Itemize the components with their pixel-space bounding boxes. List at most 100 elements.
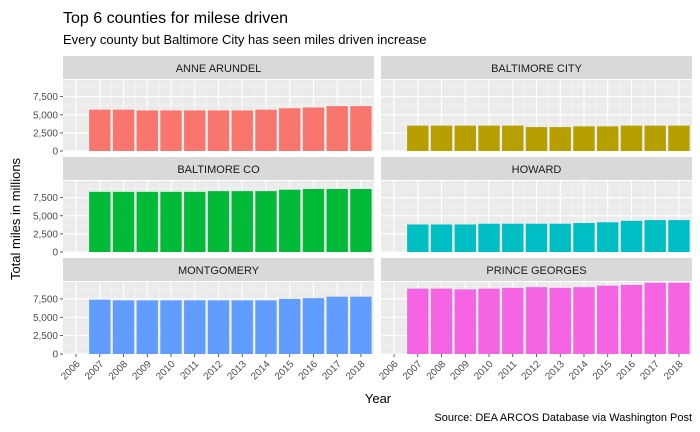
bar-anne-arundel-2013 (231, 110, 253, 151)
bar-prince-georges-2011 (502, 287, 524, 354)
x-tick-label: 2008 (107, 359, 131, 383)
strip-label: MONTGOMERY (178, 265, 260, 277)
bar-baltimore-co-2009 (136, 191, 158, 252)
bar-baltimore-city-2010 (478, 125, 500, 151)
bar-howard-2010 (478, 223, 500, 252)
x-tick-label: 2016 (297, 359, 321, 383)
bar-anne-arundel-2016 (302, 107, 325, 151)
bar-anne-arundel-2011 (184, 110, 206, 151)
bar-baltimore-city-2011 (502, 125, 524, 151)
y-tick-label: 5,000 (33, 211, 58, 222)
x-tick-label: 2008 (425, 359, 449, 383)
x-tick-label: 2010 (154, 359, 178, 383)
bar-prince-georges-2015 (597, 285, 619, 354)
y-tick-label: 0 (52, 350, 58, 361)
y-tick-label: 7,500 (33, 92, 58, 103)
bar-montgomery-2016 (302, 298, 325, 354)
bar-howard-2014 (573, 223, 595, 252)
x-tick-label: 2018 (344, 359, 368, 383)
bar-montgomery-2010 (160, 300, 182, 354)
bar-baltimore-city-2015 (597, 126, 619, 151)
bar-baltimore-city-2014 (573, 126, 595, 151)
bar-howard-2009 (454, 224, 476, 252)
strip-label: BALTIMORE CITY (491, 63, 583, 75)
x-tick-label: 2015 (591, 359, 615, 383)
bar-baltimore-co-2017 (326, 188, 348, 252)
x-tick-label: 2009 (448, 359, 472, 383)
bar-anne-arundel-2008 (112, 109, 135, 151)
bar-montgomery-2018 (350, 296, 372, 354)
strip-baltimore-co (63, 157, 374, 180)
strip-baltimore-city (381, 56, 692, 79)
bar-anne-arundel-2014 (255, 109, 277, 151)
bar-howard-2013 (549, 223, 571, 252)
x-tick-label: 2012 (202, 359, 226, 383)
bar-baltimore-co-2012 (207, 191, 230, 252)
chart-caption: Source: DEA ARCOS Database via Washingto… (434, 412, 692, 424)
bar-howard-2008 (430, 224, 453, 252)
bar-baltimore-co-2008 (112, 191, 135, 252)
y-tick-label: 0 (52, 147, 58, 158)
bar-howard-2007 (407, 224, 429, 252)
x-tick-label: 2013 (543, 359, 567, 383)
x-tick-label: 2009 (130, 359, 154, 383)
bar-baltimore-co-2013 (231, 191, 253, 252)
x-tick-label: 2013 (225, 359, 249, 383)
bar-howard-2011 (502, 223, 524, 252)
strip-label: HOWARD (512, 164, 562, 176)
bar-montgomery-2009 (136, 300, 158, 354)
bar-howard-2018 (668, 220, 690, 252)
x-axis-title: Year (365, 391, 392, 406)
bar-baltimore-co-2015 (279, 189, 301, 252)
x-tick-label: 2014 (249, 359, 273, 383)
bar-baltimore-city-2017 (644, 125, 666, 151)
bar-anne-arundel-2009 (136, 110, 158, 151)
facet-panels: ANNE ARUNDEL 0 2,500 5,000 7,500 BALTIMORE CI… (33, 56, 692, 382)
bar-anne-arundel-2015 (279, 108, 301, 151)
bar-anne-arundel-2018 (350, 106, 372, 151)
x-tick-label: 2016 (615, 359, 639, 383)
bar-baltimore-city-2013 (549, 127, 571, 151)
x-tick-label: 2011 (496, 359, 519, 382)
y-tick-label: 5,000 (33, 110, 58, 121)
bar-prince-georges-2007 (407, 288, 429, 354)
x-tick-label: 2010 (472, 359, 496, 383)
x-tick-label: 2007 (83, 359, 107, 383)
y-tick-label: 2,500 (33, 331, 58, 342)
panel-baltimore-city: BALTIMORE CITY (381, 56, 692, 152)
bar-montgomery-2013 (231, 300, 253, 354)
bar-howard-2015 (597, 222, 619, 252)
bar-baltimore-city-2016 (620, 125, 643, 151)
bar-montgomery-2012 (207, 300, 230, 354)
strip-howard (381, 157, 692, 180)
x-tick-label: 2007 (401, 359, 425, 383)
x-tick-label: 2011 (178, 359, 201, 382)
bar-anne-arundel-2010 (160, 110, 182, 151)
y-tick-label: 5,000 (33, 313, 58, 324)
bar-anne-arundel-2007 (89, 109, 111, 151)
panel-anne-arundel: ANNE ARUNDEL 0 2,500 5,000 7,500 (33, 56, 374, 158)
bar-baltimore-city-2008 (430, 125, 453, 151)
x-tick-label: 2014 (567, 359, 591, 383)
x-tick-label: 2012 (520, 359, 544, 383)
strip-anne-arundel (63, 56, 374, 79)
y-tick-label: 7,500 (33, 193, 58, 204)
y-tick-label: 7,500 (33, 294, 58, 305)
panel-howard: HOWARD (381, 157, 692, 253)
bar-howard-2016 (620, 220, 643, 252)
bar-prince-georges-2010 (478, 288, 500, 354)
bar-montgomery-2008 (112, 300, 135, 354)
bar-anne-arundel-2012 (207, 110, 230, 151)
x-tick-label: 2017 (638, 359, 662, 383)
bar-prince-georges-2013 (549, 287, 571, 354)
bar-baltimore-co-2011 (184, 191, 206, 252)
bar-baltimore-co-2018 (350, 188, 372, 252)
panel-baltimore-co: BALTIMORE CO 0 2,500 5,000 7,500 (33, 157, 374, 259)
x-tick-label: 2006 (59, 359, 83, 383)
bar-prince-georges-2014 (573, 287, 595, 354)
bar-montgomery-2014 (255, 300, 277, 354)
bar-baltimore-co-2016 (302, 188, 325, 252)
